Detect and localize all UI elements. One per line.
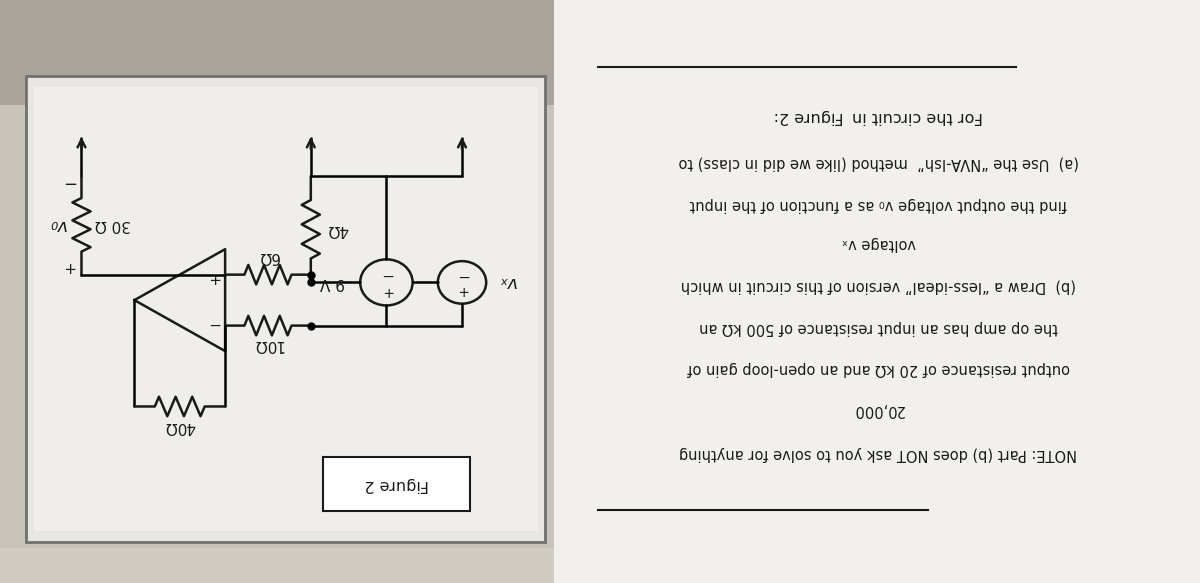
Text: voltage vₓ: voltage vₓ [841,236,916,251]
Text: v₀: v₀ [47,216,65,234]
Bar [0,0,1200,105]
Bar [0,548,1200,583]
Bar [34,87,538,531]
Text: 40Ω: 40Ω [164,419,196,434]
Bar [554,0,1200,583]
Text: output resistance of 20 kΩ and an open-loop gain of: output resistance of 20 kΩ and an open-l… [688,361,1069,376]
FancyBboxPatch shape [324,458,469,511]
Text: +: + [206,270,218,285]
Text: vₓ: vₓ [497,273,516,292]
Text: (b)  Draw a “less-ideal” version of this circuit in which: (b) Draw a “less-ideal” version of this … [680,278,1076,293]
Text: the op amp has an input resistance of 500 kΩ an: the op amp has an input resistance of 50… [698,320,1058,335]
Text: 6Ω: 6Ω [257,248,278,264]
Text: 4Ω: 4Ω [326,222,348,237]
Text: −: − [61,174,74,192]
Text: For the circuit in  Figure 2:: For the circuit in Figure 2: [774,109,983,124]
Text: NOTE: Part (b) does NOT ask you to solve for anything: NOTE: Part (b) does NOT ask you to solve… [679,446,1078,461]
Text: 30 Ω: 30 Ω [95,217,131,232]
Text: −: − [206,315,218,331]
Text: find the output voltage v₀ as a function of the input: find the output voltage v₀ as a function… [690,196,1067,212]
Text: 9 V: 9 V [320,275,346,290]
Text: 10Ω: 10Ω [252,337,283,352]
Text: Figure 2: Figure 2 [364,476,428,491]
Text: (a)  Use the “NVA-Ish”  ​method (like we did in class) to: (a) Use the “NVA-Ish” ​method (like we d… [678,156,1079,171]
Text: +: + [380,285,392,298]
Text: −: − [456,268,468,283]
Text: +: + [61,259,74,275]
Text: +: + [456,283,468,297]
Text: 20,000: 20,000 [853,402,904,417]
Bar [1080,466,1200,583]
Text: −: − [380,268,392,282]
Bar [26,76,545,542]
